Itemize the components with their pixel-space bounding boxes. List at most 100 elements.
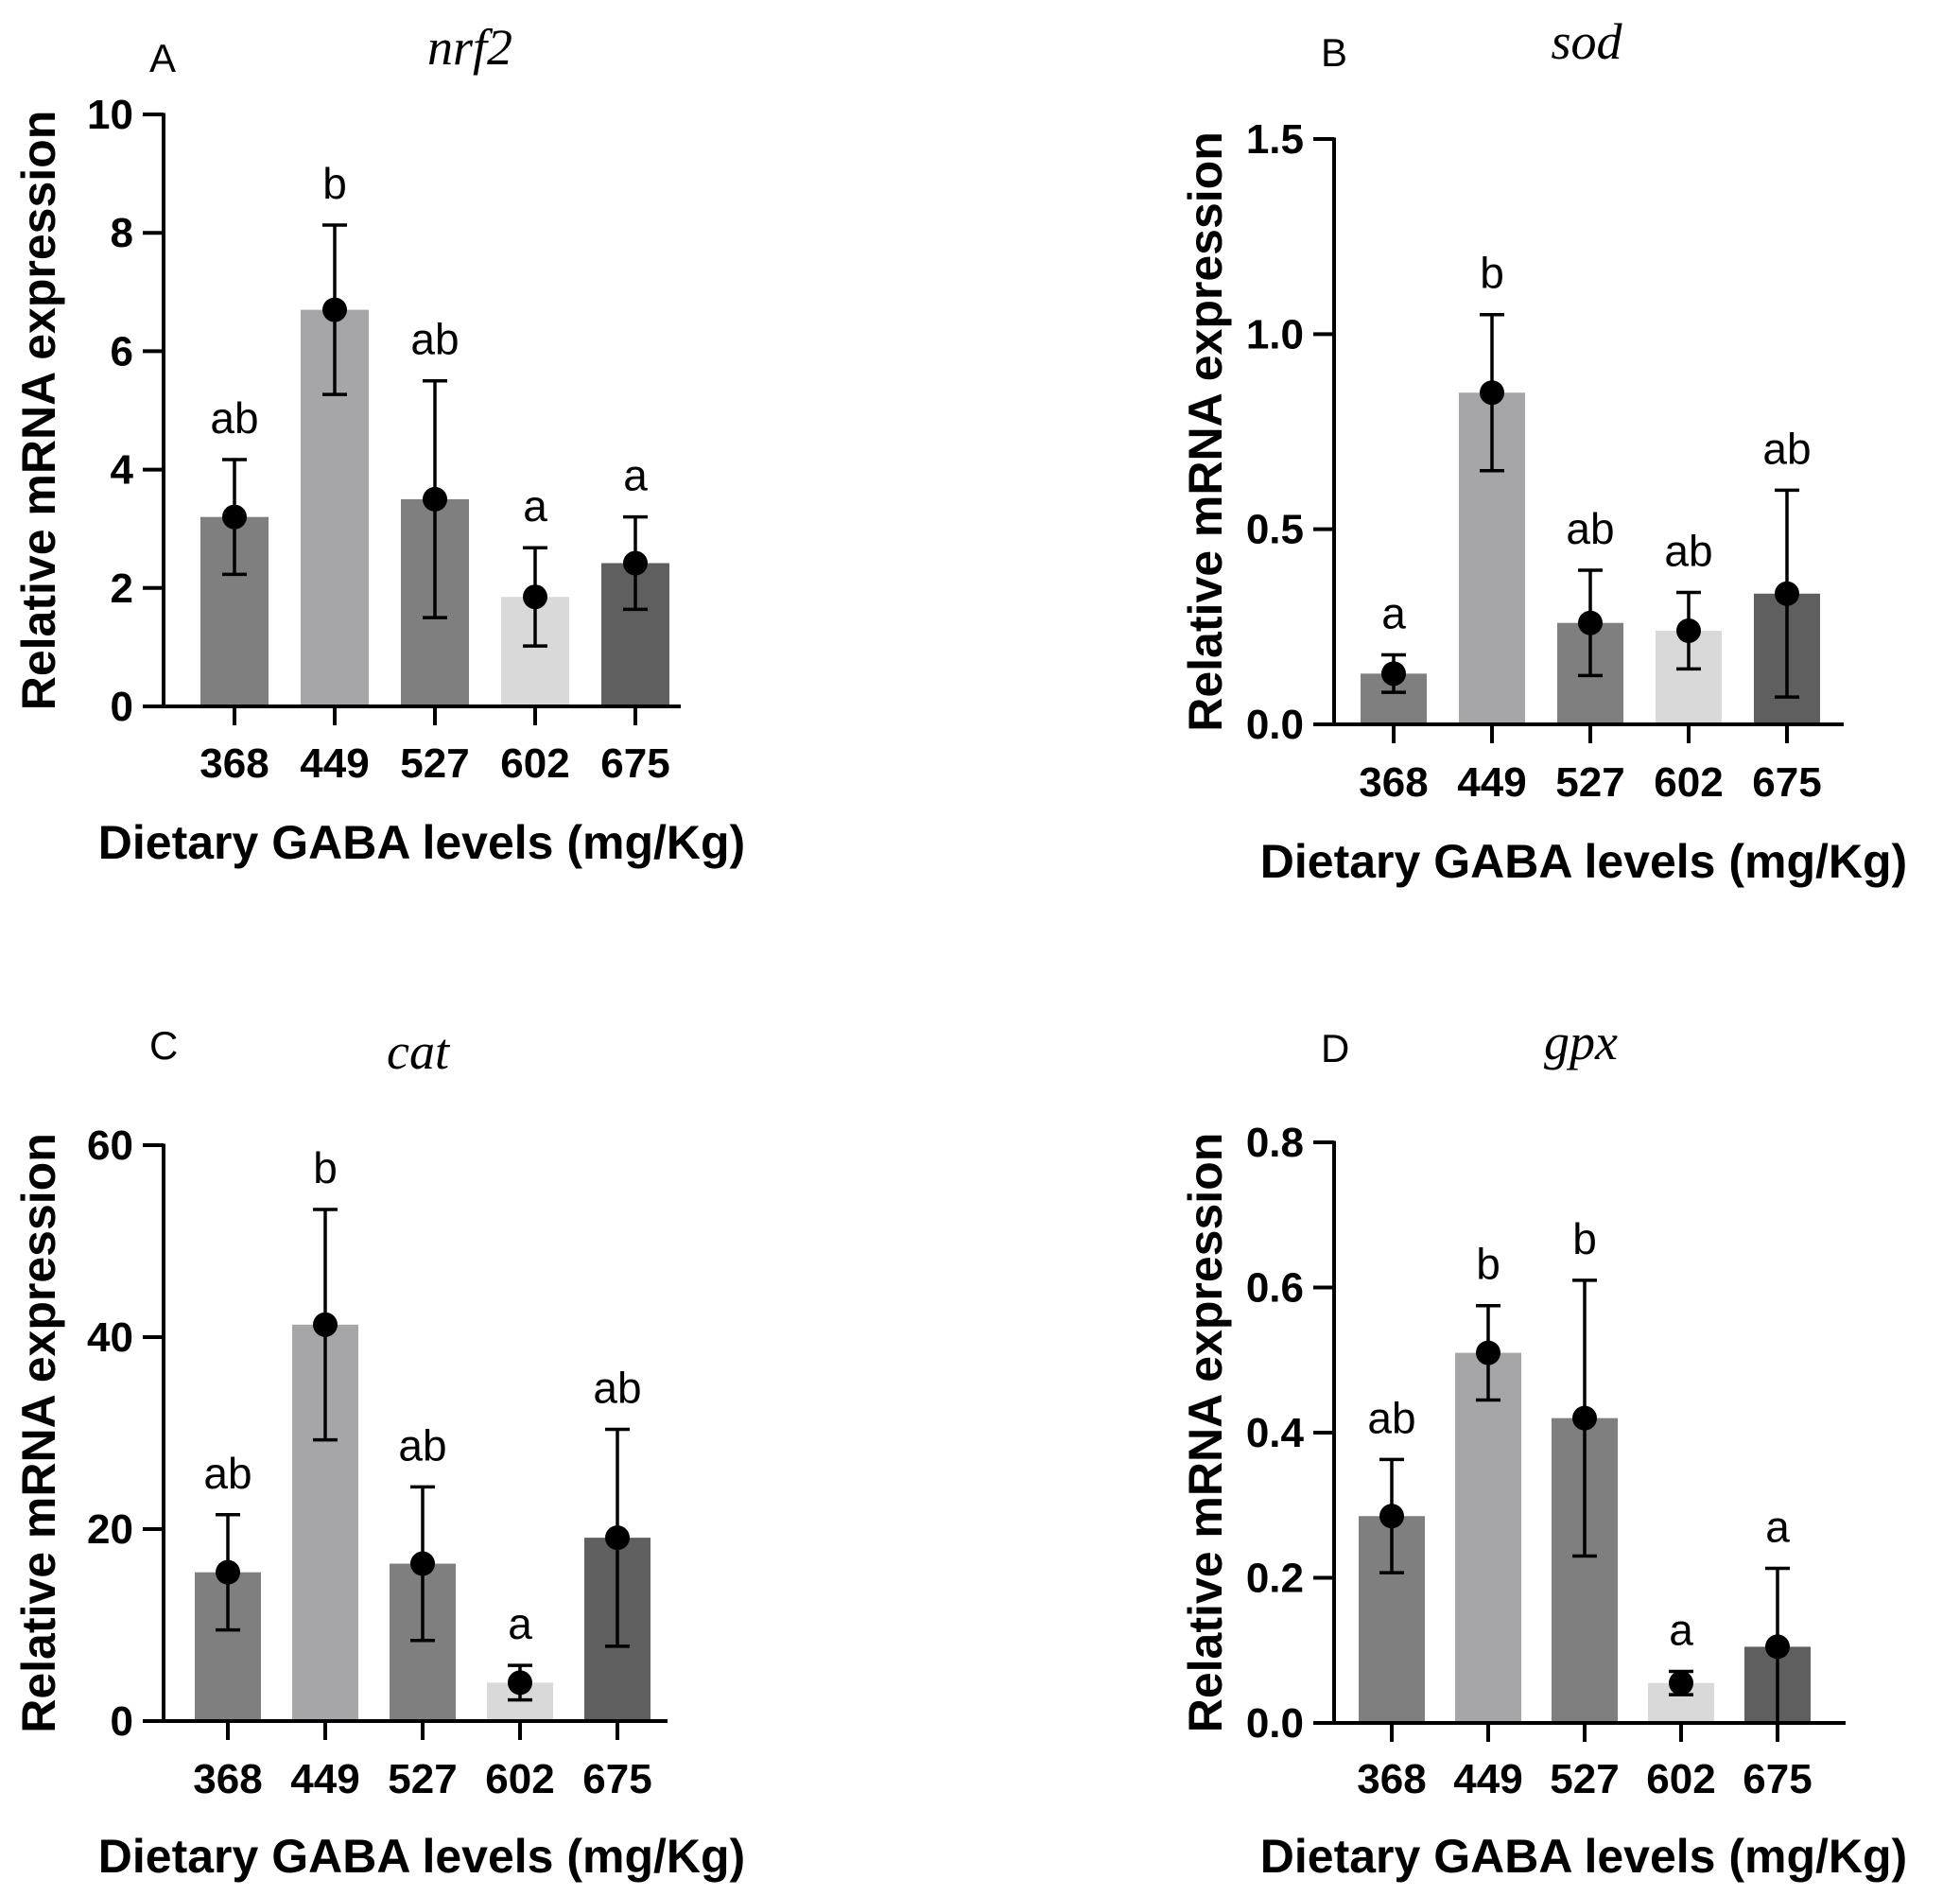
x-tick-label: 449 bbox=[290, 1756, 359, 1802]
x-tick-label: 527 bbox=[388, 1756, 457, 1802]
x-tick-label: 449 bbox=[1457, 759, 1526, 806]
mean-point-527 bbox=[410, 1551, 435, 1576]
mean-point-675 bbox=[1765, 1634, 1790, 1660]
mean-point-602 bbox=[523, 584, 547, 610]
x-tick-label: 675 bbox=[600, 740, 669, 787]
panel-title: gpx bbox=[1544, 1014, 1618, 1070]
mean-point-602 bbox=[1676, 618, 1701, 643]
y-tick-label: 0.8 bbox=[1246, 1120, 1304, 1166]
panel-title: nrf2 bbox=[427, 19, 512, 76]
significance-label: ab bbox=[1566, 504, 1614, 553]
panel-letter: D bbox=[1321, 1026, 1349, 1070]
mean-point-368 bbox=[222, 504, 247, 530]
y-tick-label: 4 bbox=[111, 447, 134, 494]
x-axis-title: Dietary GABA levels (mg/Kg) bbox=[1260, 835, 1907, 888]
y-tick-label: 0.0 bbox=[1246, 702, 1304, 748]
mean-point-675 bbox=[1775, 581, 1799, 606]
significance-label: a bbox=[1765, 1503, 1790, 1552]
y-tick-label: 0.2 bbox=[1246, 1556, 1304, 1602]
x-tick-label: 602 bbox=[485, 1756, 554, 1802]
panel-letter: B bbox=[1321, 30, 1347, 75]
x-tick-label: 368 bbox=[199, 740, 269, 787]
x-axis-title: Dietary GABA levels (mg/Kg) bbox=[98, 1830, 745, 1883]
mean-point-527 bbox=[1578, 610, 1603, 635]
y-axis-title: Relative mRNA expression bbox=[12, 111, 65, 711]
y-tick-label: 0.5 bbox=[1246, 507, 1304, 553]
significance-label: ab bbox=[203, 1449, 252, 1498]
mean-point-527 bbox=[423, 486, 447, 512]
significance-label: ab bbox=[1367, 1393, 1415, 1442]
y-tick-label: 2 bbox=[111, 565, 133, 612]
significance-label: b bbox=[1572, 1214, 1597, 1263]
significance-label: ab bbox=[593, 1363, 641, 1412]
x-tick-label: 368 bbox=[1359, 759, 1428, 806]
mean-point-368 bbox=[216, 1559, 240, 1585]
significance-label: ab bbox=[1664, 527, 1712, 576]
y-tick-label: 1.0 bbox=[1246, 311, 1304, 357]
y-tick-label: 0 bbox=[111, 684, 133, 730]
panel-letter: C bbox=[149, 1023, 178, 1068]
x-tick-label: 449 bbox=[1453, 1756, 1522, 1802]
y-tick-label: 20 bbox=[87, 1506, 133, 1553]
y-axis-title: Relative mRNA expression bbox=[1179, 1133, 1232, 1733]
mean-point-675 bbox=[623, 550, 648, 576]
significance-label: b bbox=[1480, 249, 1504, 298]
x-tick-label: 527 bbox=[1555, 759, 1624, 806]
significance-label: ab bbox=[210, 393, 258, 443]
x-axis-title: Dietary GABA levels (mg/Kg) bbox=[98, 816, 745, 869]
mean-point-675 bbox=[605, 1525, 630, 1551]
x-tick-label: 602 bbox=[500, 740, 569, 787]
significance-label: a bbox=[623, 451, 648, 500]
significance-label: b bbox=[322, 159, 347, 208]
y-tick-label: 0.0 bbox=[1246, 1700, 1304, 1747]
mean-point-449 bbox=[313, 1312, 338, 1337]
y-tick-label: 0.6 bbox=[1246, 1265, 1304, 1312]
y-tick-label: 8 bbox=[111, 210, 133, 256]
panel-title: cat bbox=[387, 1023, 451, 1080]
significance-label: b bbox=[313, 1143, 338, 1192]
x-tick-label: 602 bbox=[1654, 759, 1723, 806]
mean-point-449 bbox=[1476, 1340, 1500, 1365]
significance-label: ab bbox=[410, 315, 459, 364]
mean-point-368 bbox=[1381, 661, 1406, 687]
y-tick-label: 1.5 bbox=[1246, 116, 1304, 163]
mean-point-449 bbox=[322, 297, 347, 322]
panel-letter: A bbox=[149, 36, 176, 80]
significance-label: a bbox=[1669, 1606, 1693, 1655]
significance-label: a bbox=[1381, 589, 1406, 638]
panel-title: sod bbox=[1551, 13, 1622, 70]
x-axis-title: Dietary GABA levels (mg/Kg) bbox=[1260, 1830, 1907, 1883]
significance-label: ab bbox=[1762, 424, 1811, 473]
significance-label: ab bbox=[398, 1420, 446, 1470]
significance-label: b bbox=[1476, 1240, 1500, 1289]
y-axis-title: Relative mRNA expression bbox=[1179, 131, 1232, 732]
y-tick-label: 40 bbox=[87, 1314, 133, 1361]
mean-point-368 bbox=[1379, 1504, 1404, 1529]
mean-point-527 bbox=[1572, 1405, 1597, 1431]
y-axis-title: Relative mRNA expression bbox=[12, 1133, 65, 1733]
significance-label: a bbox=[523, 481, 547, 531]
y-tick-label: 60 bbox=[87, 1122, 133, 1169]
x-tick-label: 675 bbox=[582, 1756, 651, 1802]
bar-449 bbox=[1455, 1352, 1521, 1723]
y-tick-label: 0 bbox=[111, 1698, 133, 1745]
y-tick-label: 6 bbox=[111, 328, 133, 374]
x-tick-label: 527 bbox=[400, 740, 469, 787]
x-tick-label: 527 bbox=[1550, 1756, 1619, 1802]
x-tick-label: 368 bbox=[1357, 1756, 1426, 1802]
x-tick-label: 449 bbox=[300, 740, 369, 787]
mean-point-449 bbox=[1480, 380, 1504, 406]
y-tick-label: 10 bbox=[87, 92, 133, 138]
x-tick-label: 675 bbox=[1743, 1756, 1812, 1802]
significance-label: a bbox=[508, 1599, 532, 1648]
mean-point-602 bbox=[508, 1670, 532, 1696]
mean-point-602 bbox=[1669, 1670, 1693, 1696]
x-tick-label: 602 bbox=[1646, 1756, 1715, 1802]
y-tick-label: 0.4 bbox=[1246, 1410, 1305, 1456]
x-tick-label: 368 bbox=[193, 1756, 262, 1802]
